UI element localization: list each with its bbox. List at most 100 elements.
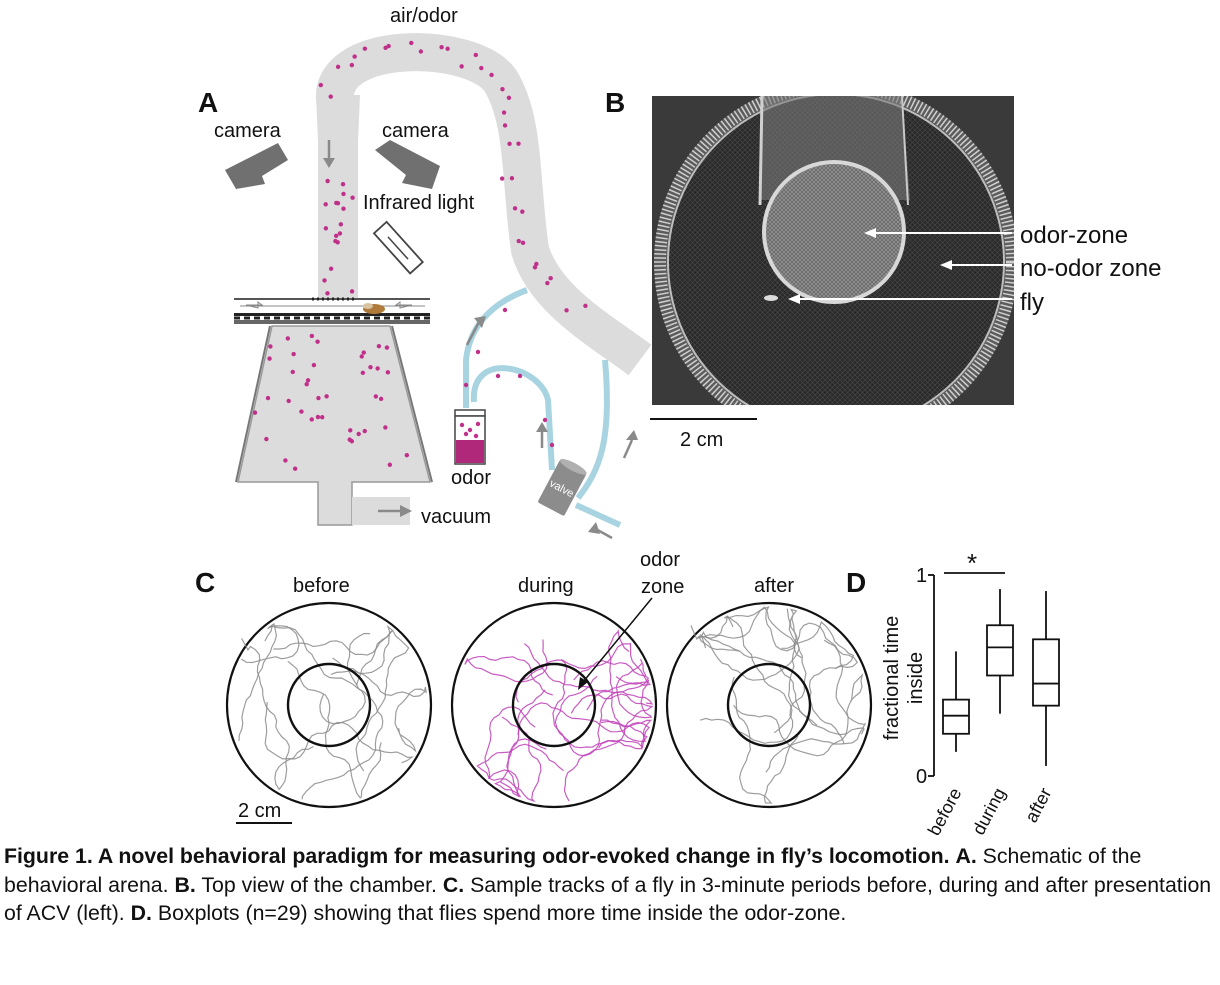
odor-particles <box>252 40 588 471</box>
odor-dot <box>299 409 304 414</box>
odor-dot <box>333 238 338 244</box>
odor-vial-icon <box>454 409 486 465</box>
odor-dot <box>323 226 329 231</box>
fly-track <box>733 672 864 757</box>
odor-dot <box>548 276 553 281</box>
odor-dot <box>459 64 464 69</box>
vacuum-cone <box>237 325 431 526</box>
odor-dot <box>290 369 295 375</box>
odor-dot <box>383 425 388 430</box>
fly-track <box>563 693 654 802</box>
boxplot-area: 0 1 before during after <box>916 565 1060 835</box>
odor-dot <box>489 72 494 78</box>
figure-caption: Figure 1. A novel behavioral paradigm fo… <box>4 842 1214 928</box>
panel-b-photo: B <box>605 87 1161 451</box>
odor-dot <box>265 395 271 401</box>
odor-dot <box>473 433 479 439</box>
odor-dot <box>356 431 361 437</box>
iqr-box <box>986 624 1014 677</box>
fly-track <box>241 638 314 791</box>
odor-dot <box>325 178 330 184</box>
fly-track <box>552 658 648 749</box>
odor-dot <box>347 437 352 442</box>
odor-dot <box>349 62 355 68</box>
odor-label: odor <box>451 467 491 489</box>
odor-dot <box>376 343 382 349</box>
panel-c-tracks: C before during after odor zone 2 cm <box>195 549 873 824</box>
odor-dot <box>409 40 414 46</box>
odor-dot <box>506 95 512 101</box>
odor-dot <box>445 46 450 51</box>
odor-dot <box>459 422 465 428</box>
odor-dot <box>305 378 311 383</box>
caption-c-letter: C. <box>442 872 465 897</box>
camera-left-label: camera <box>214 120 282 142</box>
odor-dot <box>545 280 550 286</box>
odor-dot <box>360 370 366 376</box>
fly-track <box>287 660 382 799</box>
fly-label: fly <box>1020 289 1044 316</box>
odor-dot <box>328 94 333 99</box>
box-during <box>986 589 1014 714</box>
figure-1: A air/odor camera camera Infrared light <box>195 5 1161 835</box>
odor-zone-label-c1: odor <box>640 549 680 571</box>
odor-dot <box>352 54 357 59</box>
photo-arrows <box>788 228 1012 304</box>
odor-dot <box>359 354 364 359</box>
odor-dot <box>384 345 390 350</box>
fly-track <box>697 608 803 681</box>
caption-title: Figure 1. A novel behavioral paradigm fo… <box>4 844 950 868</box>
fly-track <box>517 702 650 750</box>
iqr-box <box>1032 638 1060 707</box>
caption-d-letter: D. <box>130 901 152 925</box>
odor-dot <box>368 364 373 370</box>
odor-dot <box>385 370 391 375</box>
arena-after <box>665 601 873 809</box>
arena-during <box>450 601 658 809</box>
odor-dot <box>516 238 521 244</box>
odor-dot <box>564 308 569 313</box>
odor-dot <box>323 202 328 207</box>
odor-dot <box>378 396 384 402</box>
fly-track <box>464 639 553 696</box>
odor-dot <box>549 442 555 448</box>
odor-dot <box>264 436 269 442</box>
odor-dot <box>373 394 379 399</box>
fly-track <box>781 622 859 745</box>
odor-dot <box>507 141 512 147</box>
odor-dot <box>311 362 317 368</box>
odor-dot <box>499 176 505 181</box>
fly-track <box>238 622 300 741</box>
fly-track <box>699 608 807 744</box>
odor-dot <box>517 373 523 379</box>
odor-dot <box>495 373 501 379</box>
panel-d-boxplot: D fractional time inside 0 1 before during a… <box>846 548 1060 835</box>
fly-track <box>765 639 866 773</box>
odor-dot <box>315 414 321 420</box>
odor-dot <box>325 291 330 296</box>
camera-left-icon <box>225 143 288 189</box>
caption-b-text: Top view of the chamber. <box>195 872 437 897</box>
box-before <box>942 651 970 752</box>
odor-dot <box>334 200 339 206</box>
fly-track <box>264 623 366 725</box>
panel-b-letter: B <box>605 87 625 118</box>
odor-dot <box>252 410 258 415</box>
title-during: during <box>518 575 574 597</box>
air-odor-tube <box>316 33 652 376</box>
fly-track <box>724 606 855 670</box>
odor-dot <box>520 209 525 214</box>
title-before: before <box>293 575 350 597</box>
odor-dot <box>501 110 507 115</box>
odor-dot <box>534 261 539 267</box>
panel-c-letter: C <box>195 567 215 598</box>
odor-dot <box>475 349 481 355</box>
odor-dot <box>387 462 393 467</box>
infrared-light-icon <box>372 220 425 275</box>
odor-dot <box>309 333 315 339</box>
fly-track <box>355 629 410 772</box>
odor-dot <box>349 289 355 294</box>
odor-dot <box>285 336 291 341</box>
odor-dot <box>350 195 355 200</box>
x-tick-label: after <box>1021 784 1056 825</box>
